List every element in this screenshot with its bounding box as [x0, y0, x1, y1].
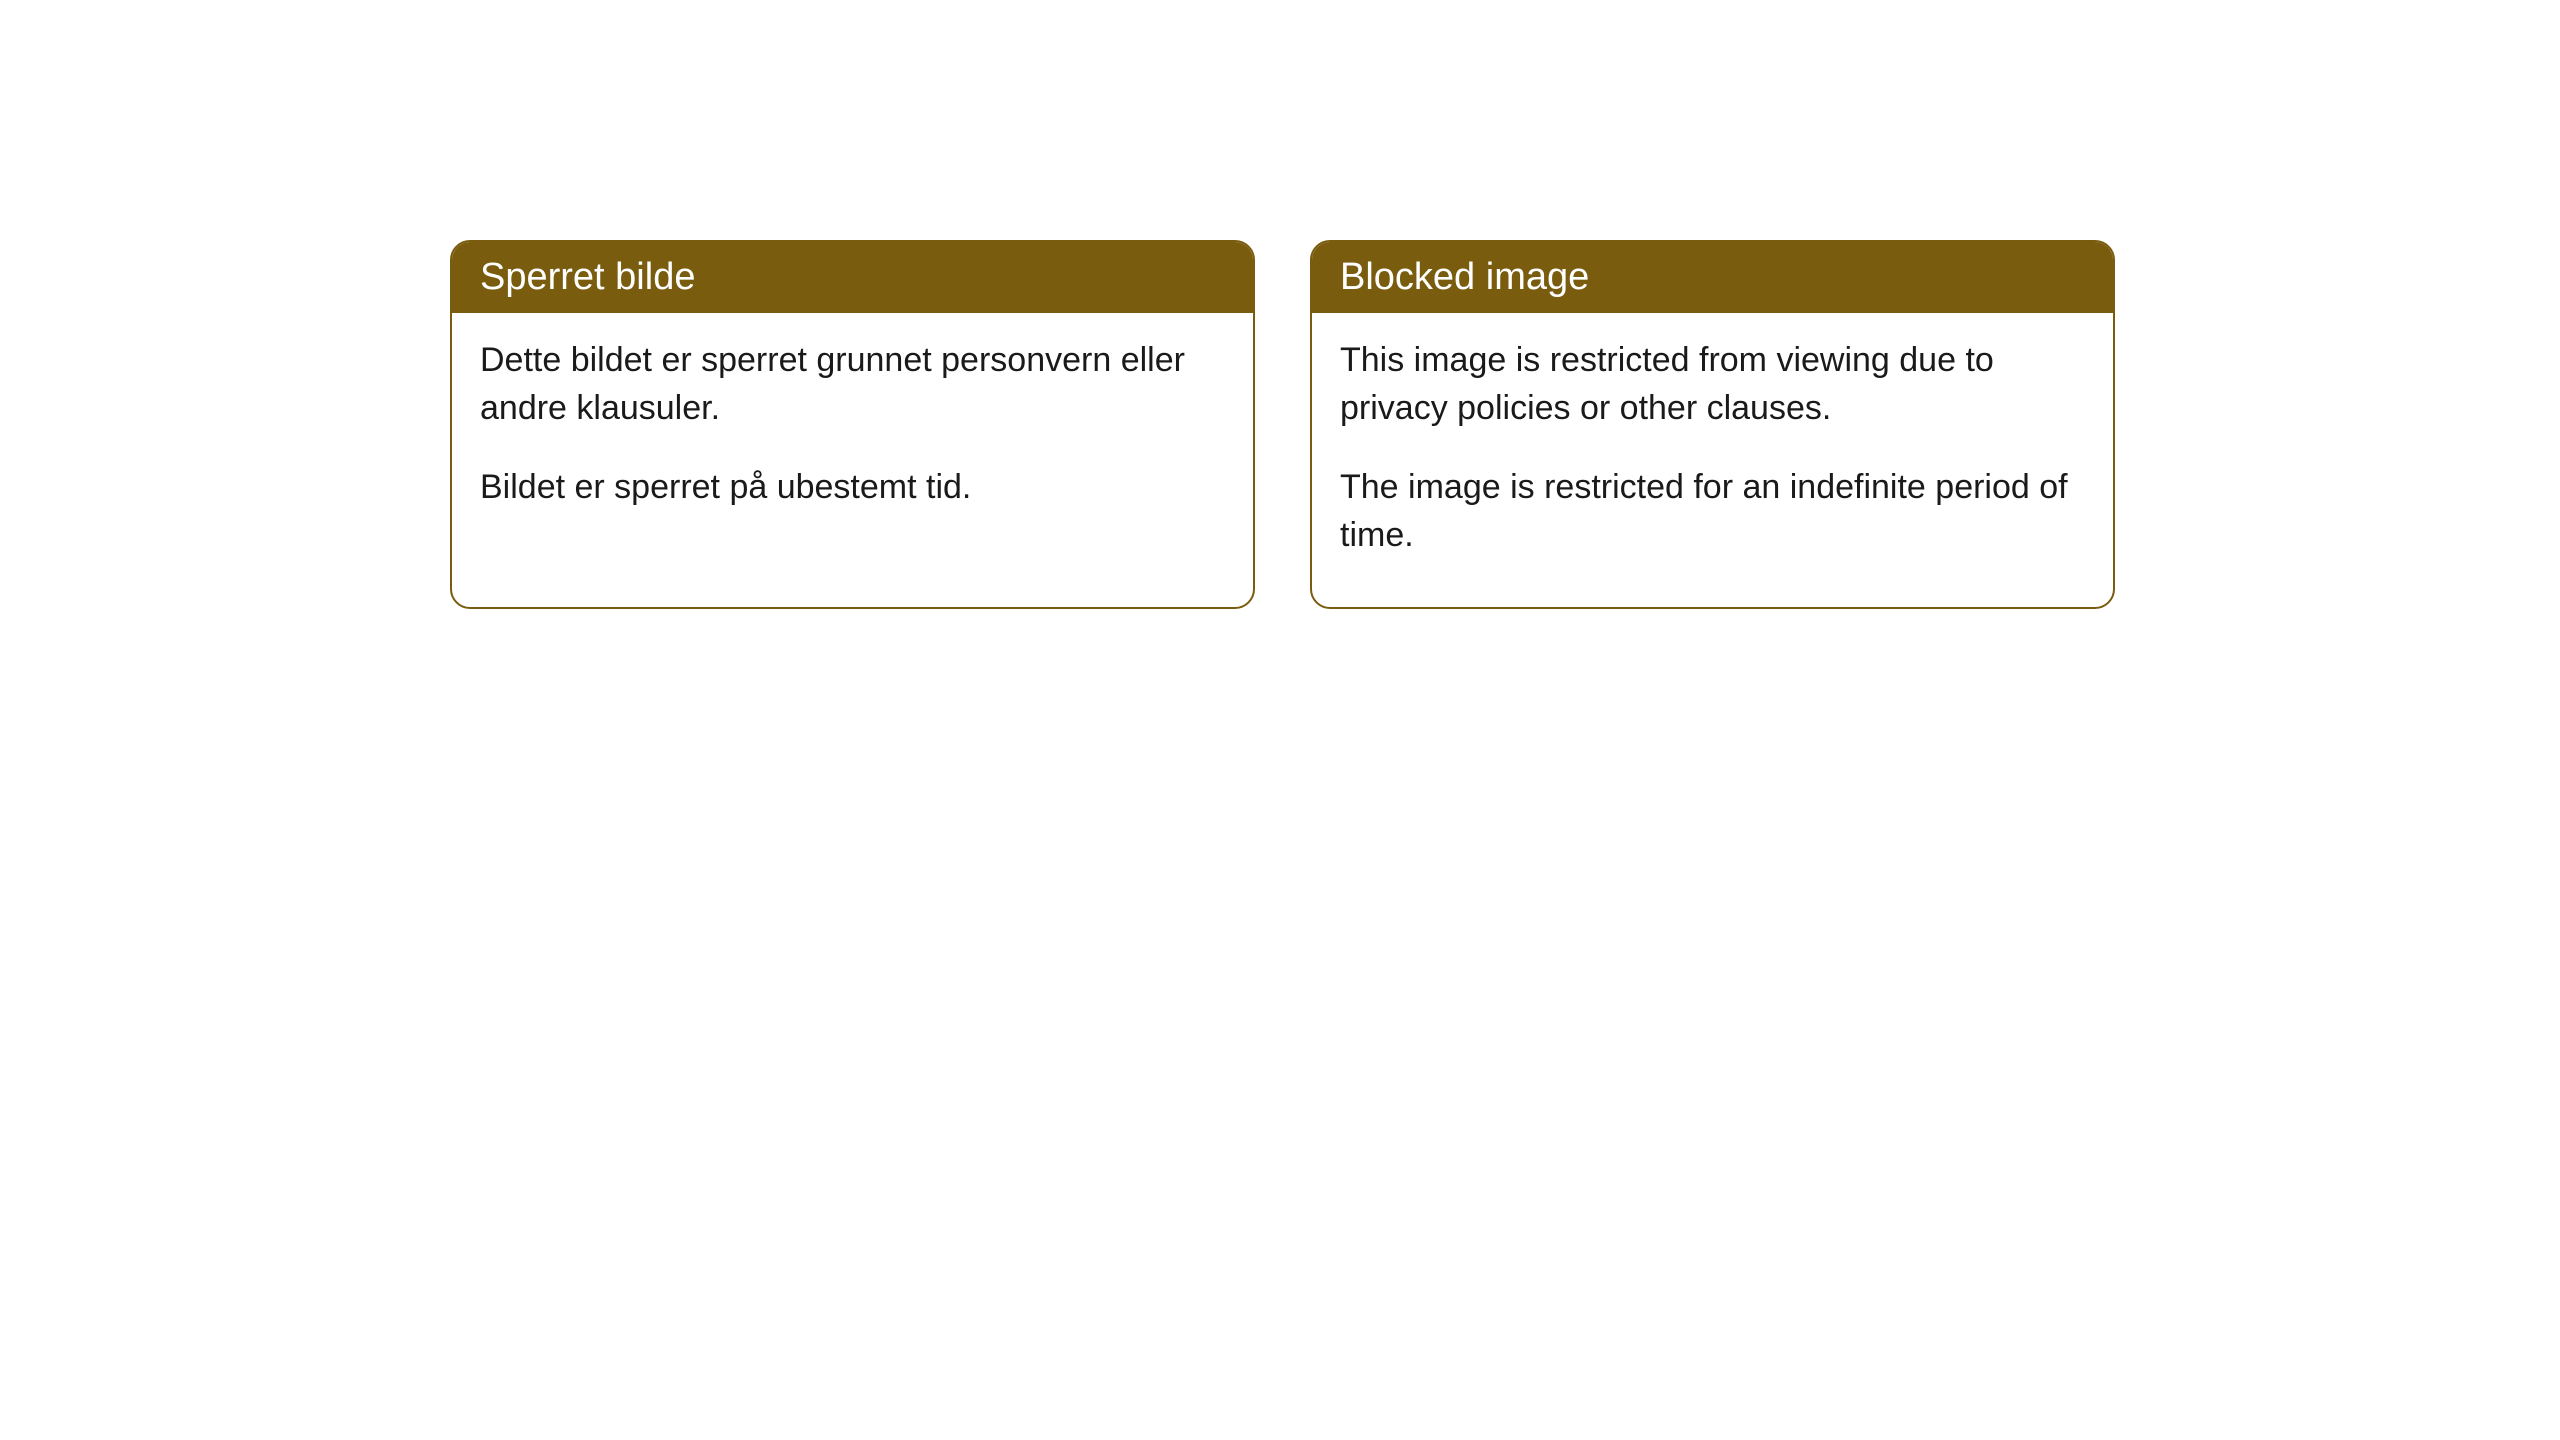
card-paragraph: This image is restricted from viewing du… — [1340, 337, 2085, 432]
card-body-norwegian: Dette bildet er sperret grunnet personve… — [452, 313, 1253, 560]
card-title: Sperret bilde — [480, 256, 695, 298]
card-header-norwegian: Sperret bilde — [452, 242, 1253, 313]
card-title: Blocked image — [1340, 256, 1589, 298]
card-paragraph: Bildet er sperret på ubestemt tid. — [480, 464, 1225, 512]
info-cards-container: Sperret bilde Dette bildet er sperret gr… — [450, 240, 2115, 609]
card-body-english: This image is restricted from viewing du… — [1312, 313, 2113, 607]
blocked-image-card-norwegian: Sperret bilde Dette bildet er sperret gr… — [450, 240, 1255, 609]
card-paragraph: Dette bildet er sperret grunnet personve… — [480, 337, 1225, 432]
card-header-english: Blocked image — [1312, 242, 2113, 313]
blocked-image-card-english: Blocked image This image is restricted f… — [1310, 240, 2115, 609]
card-paragraph: The image is restricted for an indefinit… — [1340, 464, 2085, 559]
